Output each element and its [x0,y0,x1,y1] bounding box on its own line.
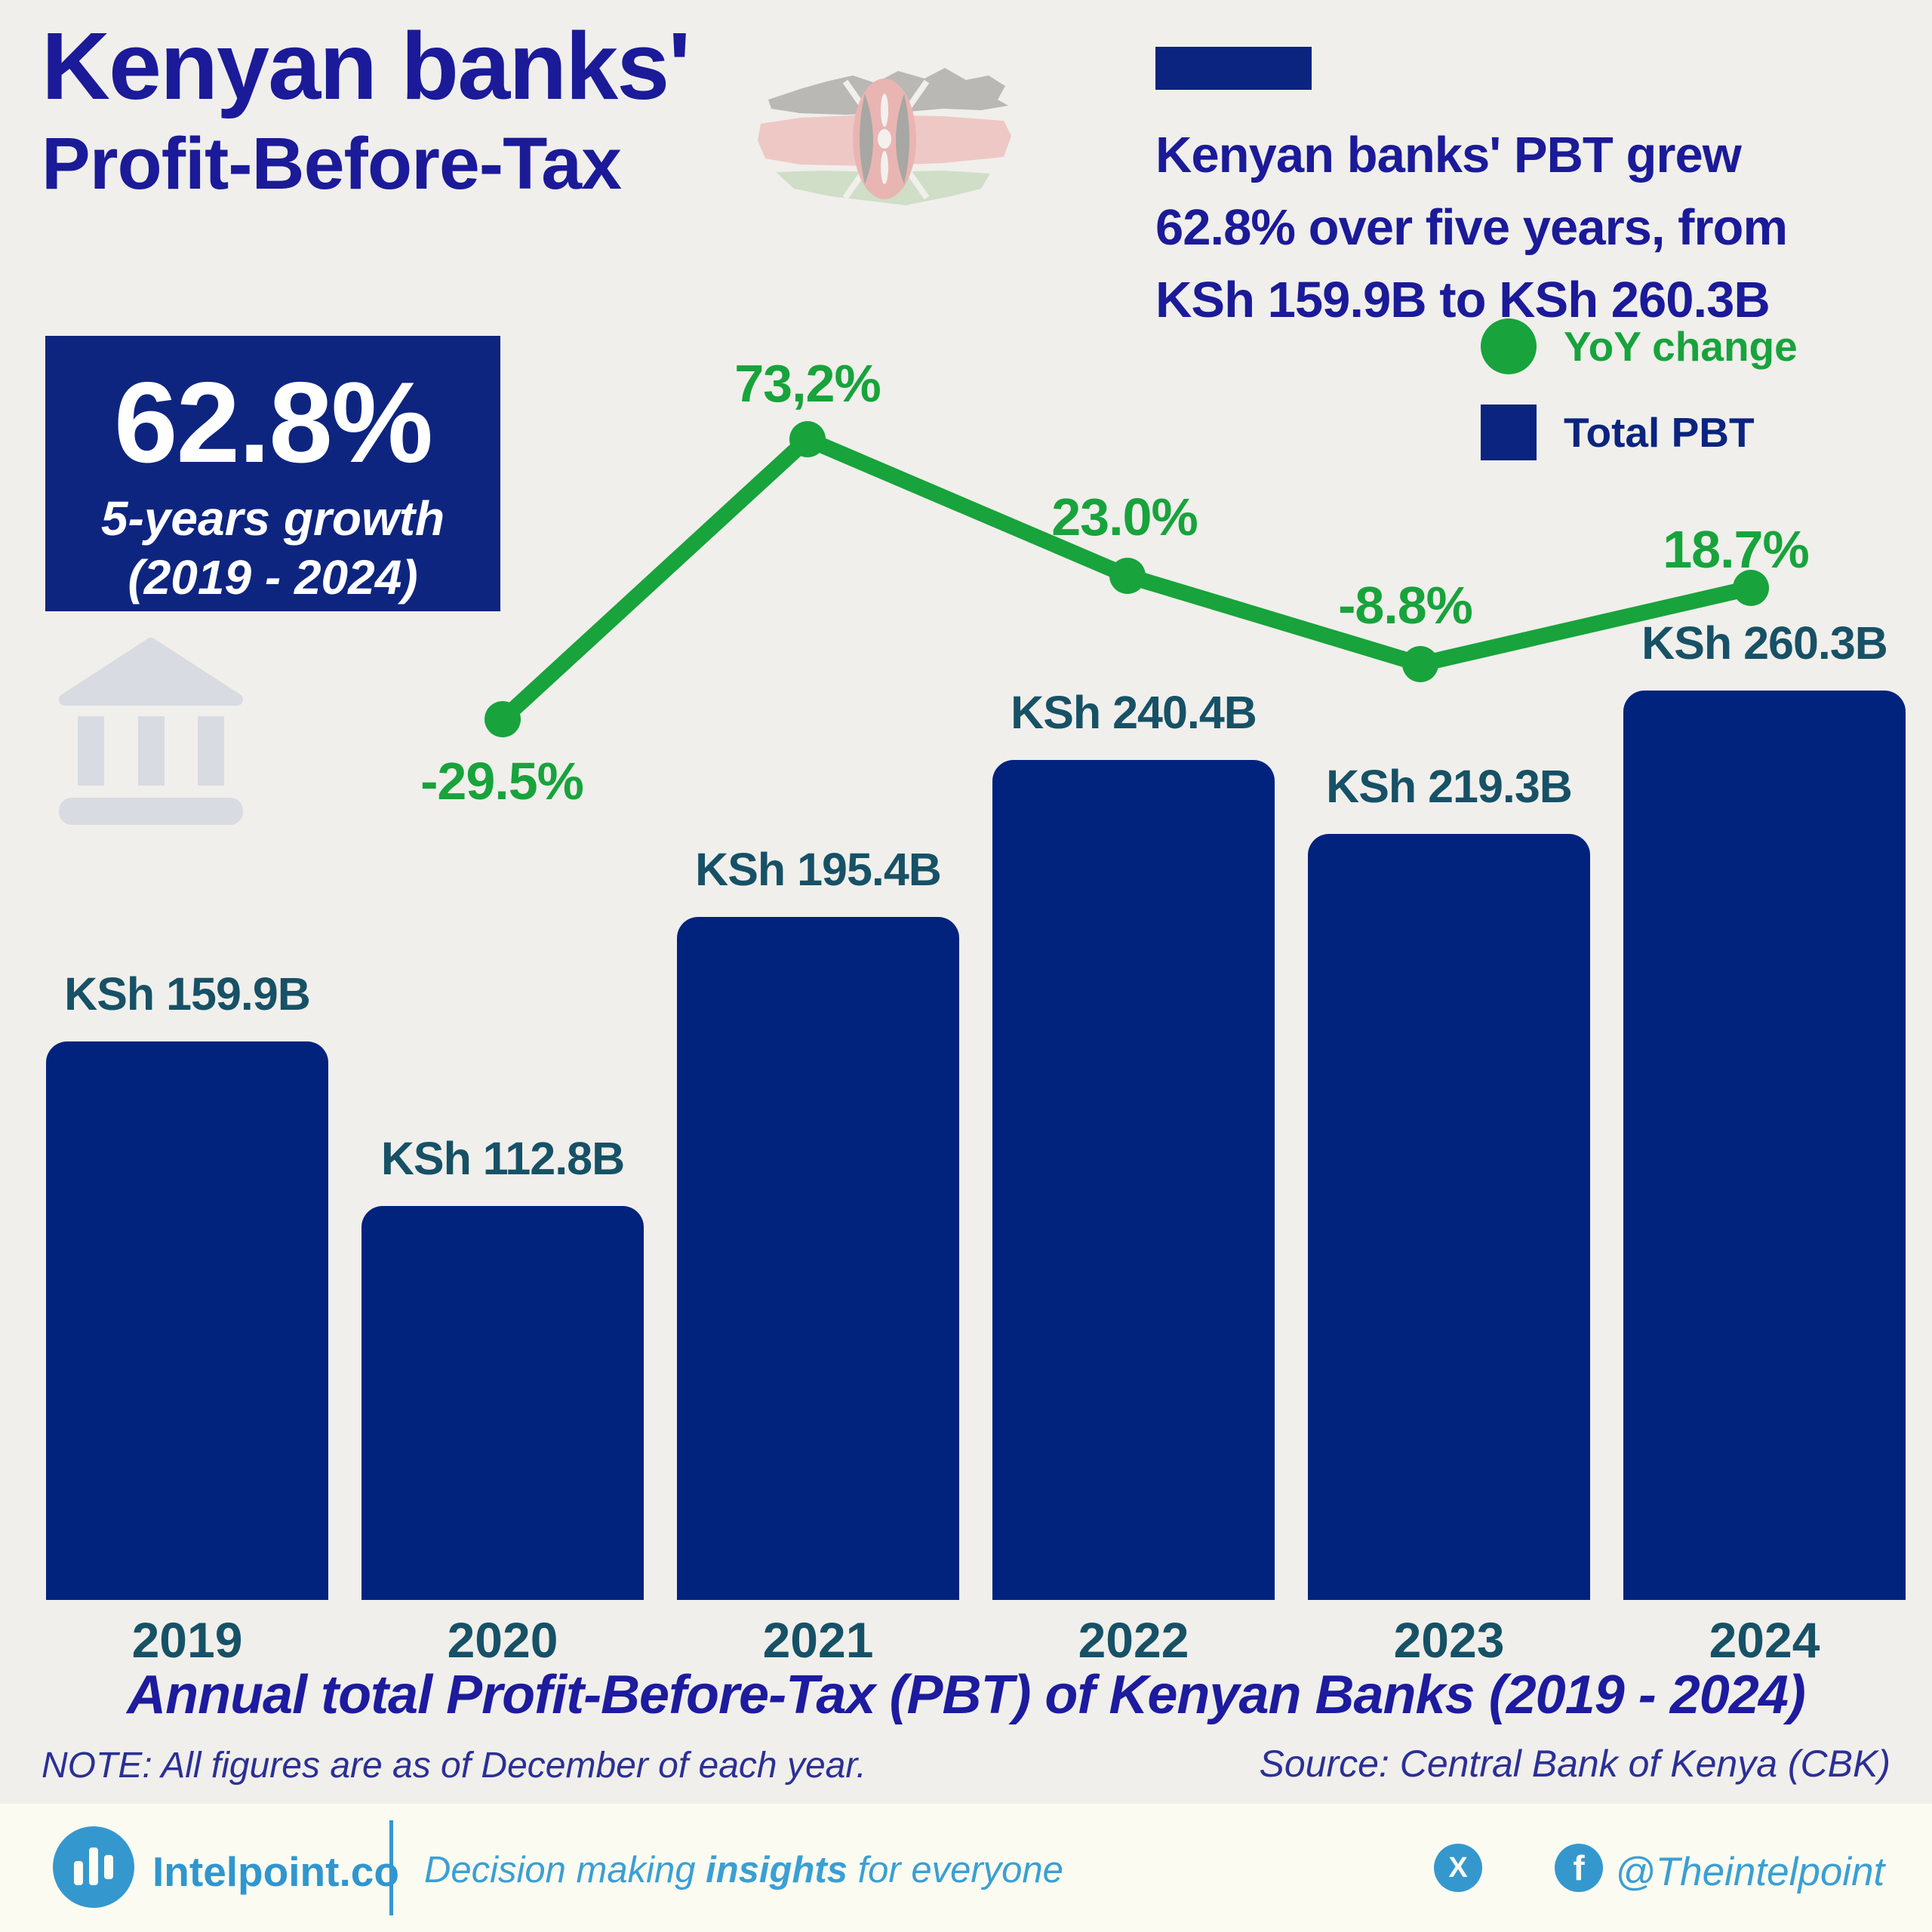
bar-value-2023: KSh 219.3B [1326,761,1573,812]
yoy-value-2023: -8.8% [1338,576,1473,635]
bar-2022 [992,760,1275,1600]
footer-brand[interactable]: Intelpoint.co [152,1848,399,1895]
axis-year-2024: 2024 [1709,1612,1820,1668]
growth-subtitle-line1: 5-years growth [100,491,445,546]
headline-line1: Kenyan banks' PBT grew [1155,127,1742,183]
footer-tagline-pre: Decision making [424,1850,706,1890]
growth-value: 62.8% [114,358,433,487]
yoy-point-2020 [485,701,521,737]
headline: Kenyan banks' PBT grew 62.8% over five y… [1155,119,1918,336]
footer-tagline: Decision making insights for everyone [424,1849,1063,1891]
page-title: Kenyan banks' Profit-Before-Tax [42,13,691,205]
bar-2023 [1308,834,1590,1600]
headline-line3: KSh 159.9B to KSh 260.3B [1155,271,1770,328]
yoy-value-2021: 73,2% [734,354,881,413]
yoy-point-2023 [1402,646,1438,682]
footer-tagline-bold: insights [706,1850,848,1890]
headline-accent-bar [1155,47,1312,90]
footnote: NOTE: All figures are as of December of … [42,1746,866,1786]
footer-bar [0,1804,1932,1932]
page-title-line2: Profit-Before-Tax [42,122,622,205]
axis-year-2021: 2021 [762,1612,874,1668]
chart-caption: Annual total Profit-Before-Tax (PBT) of … [127,1665,1806,1725]
legend-pbt: Total PBT [1481,405,1755,460]
yoy-point-2021 [789,421,826,457]
yoy-point-2022 [1109,558,1146,594]
source-credit: Source: Central Bank of Kenya (CBK) [1259,1743,1891,1785]
instagram-social-icon[interactable] [1497,1844,1546,1892]
growth-highlight-box: 62.8% 5-years growth (2019 - 2024) [45,336,500,611]
page-title-line1: Kenyan banks' [42,13,691,119]
bar-2021 [677,917,959,1600]
yoy-legend-label: YoY change [1564,323,1798,370]
bar-value-2024: KSh 260.3B [1641,617,1888,669]
intelpoint-logo-icon[interactable] [53,1826,134,1908]
bar-value-2019: KSh 159.9B [64,968,311,1020]
axis-year-2022: 2022 [1078,1612,1189,1668]
axis-year-2023: 2023 [1393,1612,1505,1668]
axis-year-2019: 2019 [131,1612,243,1668]
growth-subtitle-line2: (2019 - 2024) [128,550,418,605]
footer-divider [389,1820,393,1915]
kenya-flag-brush-icon [758,68,1011,205]
bar-2019 [46,1041,328,1600]
pbt-legend-label: Total PBT [1564,409,1755,456]
footer-tagline-post: for everyone [847,1850,1063,1890]
social-handle[interactable]: @Theintelpoint [1615,1850,1885,1894]
bar-value-2022: KSh 240.4B [1011,687,1257,738]
facebook-glyph: f [1573,1848,1585,1887]
headline-line2: 62.8% over five years, from [1155,198,1788,256]
yoy-legend-marker-icon [1481,318,1537,374]
axis-year-2020: 2020 [447,1612,558,1668]
pbt-legend-marker-icon [1481,405,1537,460]
bar-2024 [1623,691,1906,1600]
bar-2020 [361,1206,644,1600]
bar-value-2020: KSh 112.8B [380,1133,625,1184]
bank-icon [59,638,243,825]
x-social-icon[interactable]: X [1434,1844,1482,1892]
facebook-social-icon[interactable]: f [1555,1844,1603,1892]
yoy-value-2024: 18.7% [1663,520,1809,579]
bar-value-2021: KSh 195.4B [695,844,942,895]
x-glyph: X [1448,1851,1468,1884]
legend-yoy: YoY change [1481,318,1798,374]
yoy-value-2022: 23.0% [1051,488,1198,546]
yoy-value-2020: -29.5% [420,752,584,811]
